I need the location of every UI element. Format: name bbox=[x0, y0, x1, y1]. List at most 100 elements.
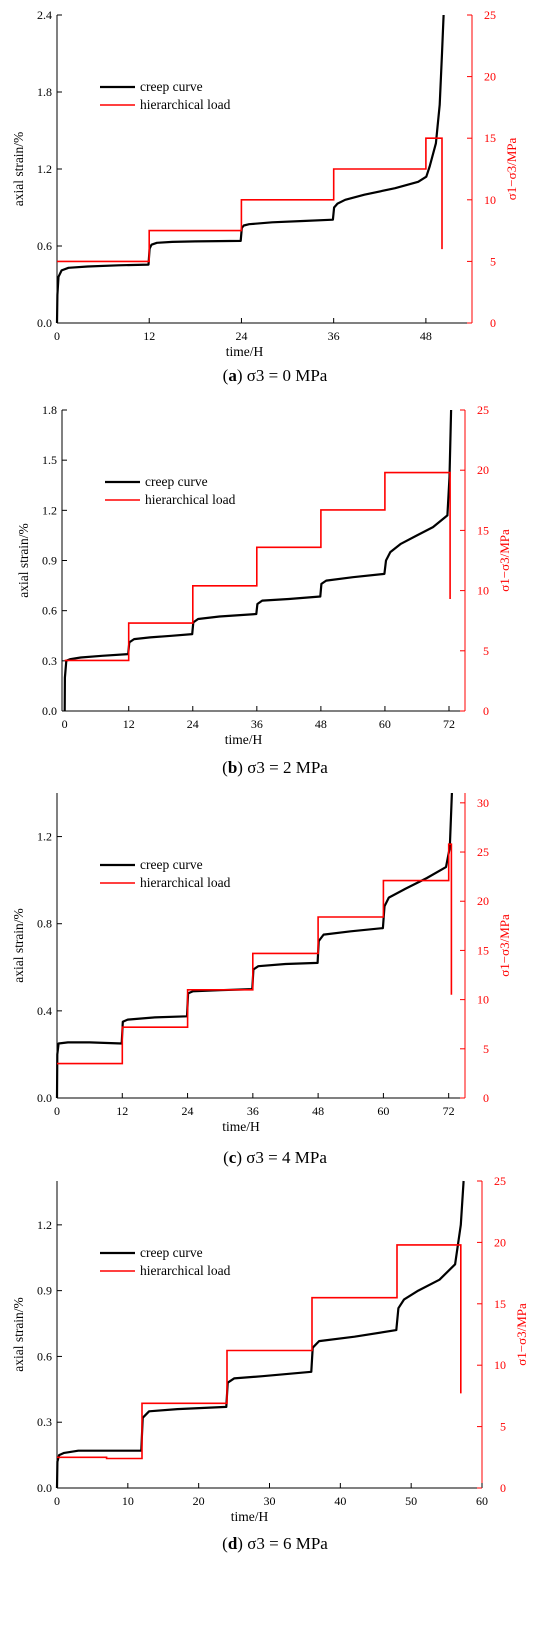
y-axis-label: axial strain/% bbox=[16, 523, 31, 598]
y2-tick-label: 10 bbox=[477, 584, 489, 598]
y2-tick-label: 0 bbox=[490, 316, 496, 330]
y2-tick-label: 5 bbox=[483, 644, 489, 658]
x-tick-label: 24 bbox=[187, 717, 199, 731]
x-tick-label: 40 bbox=[334, 1494, 346, 1508]
panel-a: 0 12 24 36 48 0.0 0.6 1.2 1.8 2.4 0 5 10 15 20 25 time/H… bbox=[11, 8, 519, 385]
y2-tick-label: 15 bbox=[484, 131, 496, 145]
panel-b: 0 12 24 36 48 60 72 0.0 0.3 0.6 0.9 1.2 1.5 1.8 0 5 10 15… bbox=[16, 403, 512, 777]
y-tick-label: 1.8 bbox=[37, 85, 52, 99]
y-tick-label: 1.2 bbox=[37, 830, 52, 844]
x-tick-label: 36 bbox=[247, 1104, 259, 1118]
y-tick-label: 0.6 bbox=[37, 1349, 52, 1363]
x-tick-label: 12 bbox=[143, 329, 155, 343]
x-tick-label: 20 bbox=[193, 1494, 205, 1508]
x-tick-label: 48 bbox=[315, 717, 327, 731]
x-tick-label: 30 bbox=[264, 1494, 276, 1508]
panel-caption: (d) σ3 = 6 MPa bbox=[222, 1534, 328, 1553]
legend-label-creep: creep curve bbox=[140, 79, 203, 94]
y-tick-label: 0.6 bbox=[42, 604, 57, 618]
y2-tick-label: 0 bbox=[500, 1481, 506, 1495]
x-tick-label: 0 bbox=[54, 1494, 60, 1508]
y2-tick-label: 10 bbox=[477, 993, 489, 1007]
legend: creep curve hierarchical load bbox=[100, 79, 231, 112]
y-axis-label: axial strain/% bbox=[11, 132, 26, 207]
y-tick-label: 0.4 bbox=[37, 1004, 52, 1018]
legend-label-load: hierarchical load bbox=[140, 875, 231, 890]
x-tick-label: 36 bbox=[251, 717, 263, 731]
y2-tick-label: 10 bbox=[494, 1358, 506, 1372]
y2-tick-label: 10 bbox=[484, 193, 496, 207]
y2-tick-label: 5 bbox=[490, 254, 496, 268]
panel-caption: (a) σ3 = 0 MPa bbox=[223, 366, 328, 385]
x-tick-label: 60 bbox=[476, 1494, 488, 1508]
x-tick-label: 60 bbox=[379, 717, 391, 731]
y2-tick-label: 20 bbox=[477, 894, 489, 908]
y-tick-label: 0.0 bbox=[37, 1481, 52, 1495]
x-tick-label: 12 bbox=[123, 717, 135, 731]
y-tick-label: 0.0 bbox=[42, 704, 57, 718]
y2-tick-label: 20 bbox=[484, 70, 496, 84]
panel-caption: (b) σ3 = 2 MPa bbox=[222, 758, 328, 777]
y-tick-label: 0.8 bbox=[37, 917, 52, 931]
series-line-creep-curve bbox=[63, 409, 453, 712]
y2-tick-label: 15 bbox=[494, 1297, 506, 1311]
x-tick-label: 0 bbox=[62, 717, 68, 731]
y2-tick-label: 25 bbox=[477, 845, 489, 859]
x-axis-label: time/H bbox=[226, 344, 264, 359]
legend-label-creep: creep curve bbox=[140, 1245, 203, 1260]
x-tick-label: 0 bbox=[54, 1104, 60, 1118]
x-axis-label: time/H bbox=[225, 732, 263, 747]
y-tick-label: 0.0 bbox=[37, 1091, 52, 1105]
x-tick-label: 0 bbox=[54, 329, 60, 343]
y2-tick-label: 0 bbox=[483, 704, 489, 718]
y-tick-label: 2.4 bbox=[37, 8, 52, 22]
panel-c: 0 12 24 36 48 60 72 0.0 0.4 0.8 1.2 0 5 10 15 20 25 30 tim… bbox=[11, 792, 512, 1167]
panel-caption: (c) σ3 = 4 MPa bbox=[223, 1148, 327, 1167]
series-line-creep-curve bbox=[55, 792, 453, 1099]
y2-axis-label: σ1−σ3/MPa bbox=[514, 1303, 529, 1366]
x-tick-label: 10 bbox=[122, 1494, 134, 1508]
y2-tick-label: 15 bbox=[477, 943, 489, 957]
y2-tick-label: 5 bbox=[500, 1420, 506, 1434]
legend: creep curve hierarchical load bbox=[105, 474, 236, 507]
y-tick-label: 1.2 bbox=[42, 503, 57, 517]
y2-tick-label: 30 bbox=[477, 796, 489, 810]
x-tick-label: 12 bbox=[116, 1104, 128, 1118]
y2-axis-label: σ1−σ3/MPa bbox=[497, 529, 512, 592]
legend-label-load: hierarchical load bbox=[140, 1263, 231, 1278]
x-tick-label: 72 bbox=[443, 1104, 455, 1118]
y2-tick-label: 20 bbox=[494, 1235, 506, 1249]
y2-tick-label: 25 bbox=[484, 8, 496, 22]
y-tick-label: 0.3 bbox=[37, 1415, 52, 1429]
series-line-hierarchical-load bbox=[57, 137, 443, 263]
x-tick-label: 36 bbox=[328, 329, 340, 343]
y2-tick-label: 20 bbox=[477, 463, 489, 477]
x-tick-label: 24 bbox=[235, 329, 247, 343]
y-tick-label: 1.2 bbox=[37, 162, 52, 176]
x-axis-label: time/H bbox=[231, 1509, 269, 1524]
y-tick-label: 0.6 bbox=[37, 239, 52, 253]
x-tick-label: 72 bbox=[443, 717, 455, 731]
y2-tick-label: 5 bbox=[483, 1042, 489, 1056]
x-tick-label: 48 bbox=[312, 1104, 324, 1118]
series-line-hierarchical-load bbox=[57, 843, 453, 1065]
x-tick-label: 48 bbox=[420, 329, 432, 343]
y2-tick-label: 25 bbox=[494, 1174, 506, 1188]
y-tick-label: 0.9 bbox=[42, 554, 57, 568]
y-tick-label: 1.5 bbox=[42, 453, 57, 467]
y2-axis-label: σ1−σ3/MPa bbox=[504, 138, 519, 201]
x-tick-label: 60 bbox=[377, 1104, 389, 1118]
legend-label-load: hierarchical load bbox=[140, 97, 231, 112]
y2-tick-label: 25 bbox=[477, 403, 489, 417]
series-line-hierarchical-load bbox=[57, 1244, 462, 1460]
x-tick-label: 24 bbox=[182, 1104, 194, 1118]
legend: creep curve hierarchical load bbox=[100, 1245, 231, 1278]
y-axis-label: axial strain/% bbox=[11, 908, 26, 983]
x-axis-label: time/H bbox=[222, 1119, 260, 1134]
series-line-creep-curve bbox=[55, 14, 445, 324]
legend-label-load: hierarchical load bbox=[145, 492, 236, 507]
legend: creep curve hierarchical load bbox=[100, 857, 231, 890]
legend-label-creep: creep curve bbox=[140, 857, 203, 872]
panel-d: 0 10 20 30 40 50 60 0.0 0.3 0.6 0.9 1.2 0 5 10 15 20 25 ti… bbox=[11, 1174, 529, 1553]
